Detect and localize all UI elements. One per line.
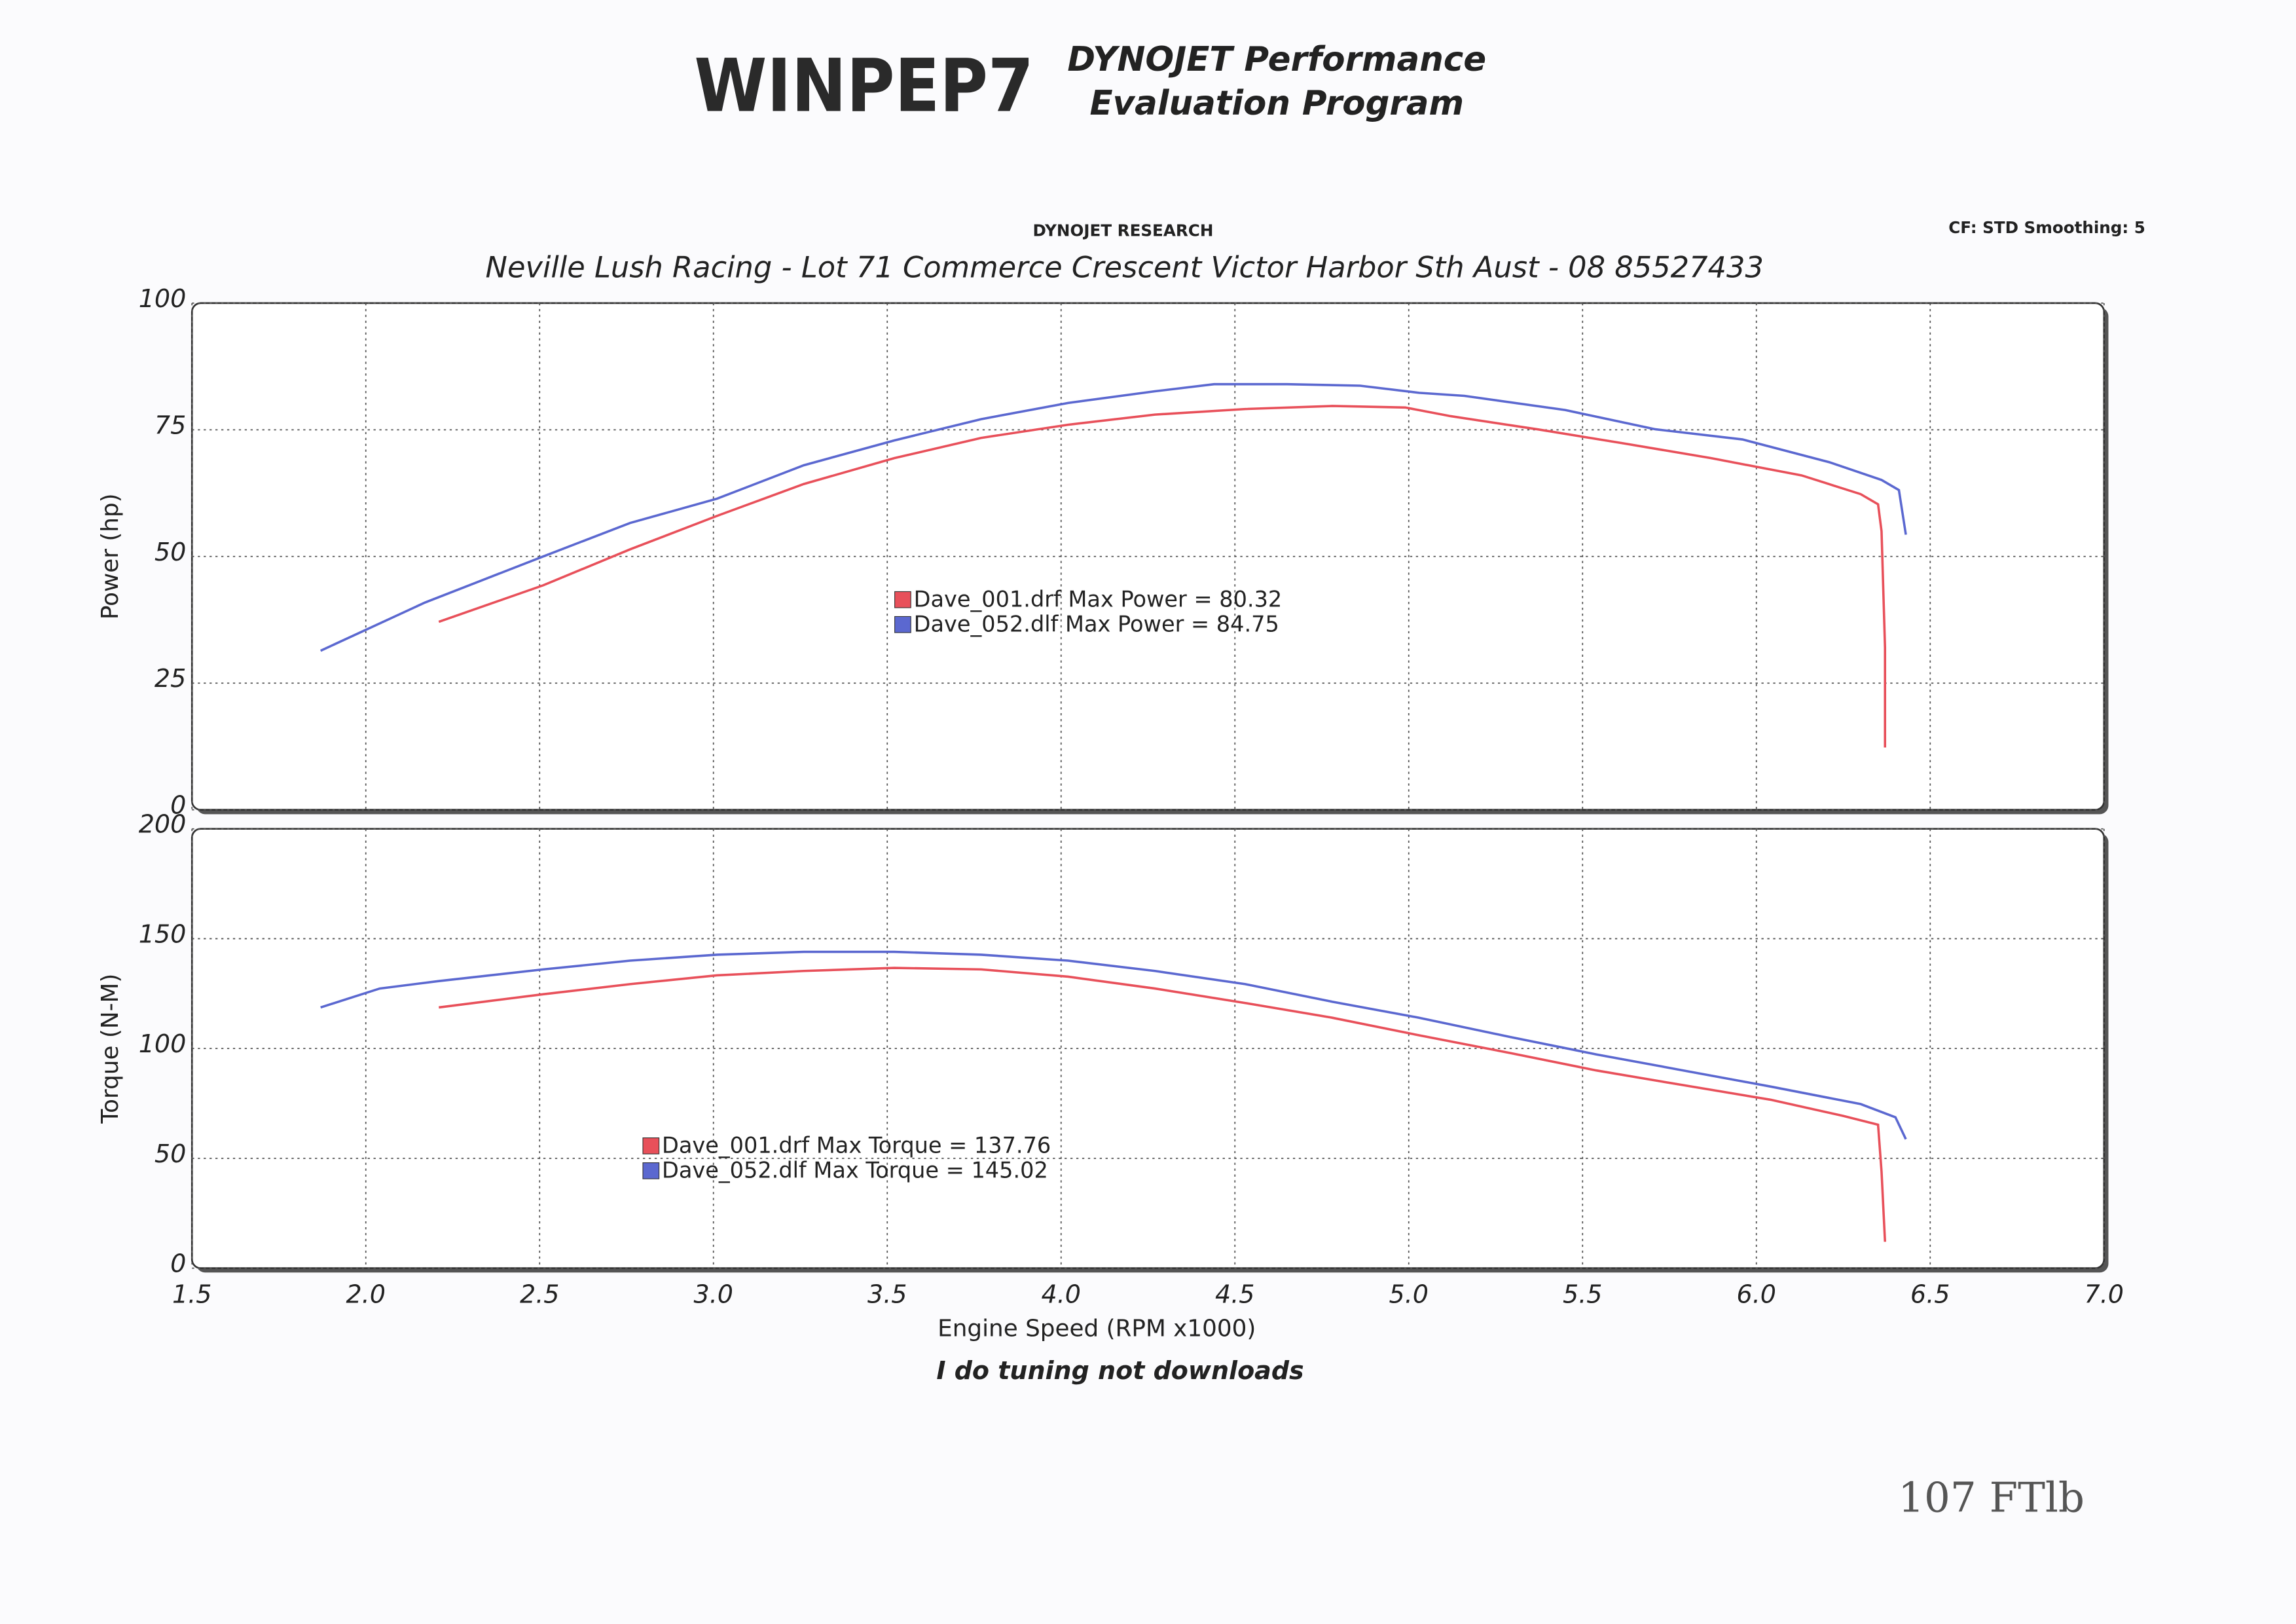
y-tick-label: 200 bbox=[139, 810, 187, 839]
product-line: Evaluation Program bbox=[1090, 84, 1465, 123]
y-tick-label: 50 bbox=[155, 538, 186, 566]
x-tick-label: 7.0 bbox=[2085, 1280, 2124, 1309]
series-line bbox=[319, 382, 1907, 652]
legend-entry: Dave_052.dlf Max Power = 84.75 bbox=[914, 611, 1279, 637]
series-line bbox=[320, 950, 1907, 1140]
x-tick-label: 6.0 bbox=[1737, 1280, 1776, 1309]
settings: CF: STD Smoothing: 5 bbox=[1948, 218, 2145, 237]
legend-entry: Dave_052.dlf Max Torque = 145.02 bbox=[662, 1157, 1048, 1183]
y-tick-label: 100 bbox=[139, 284, 187, 313]
series-line bbox=[438, 405, 1887, 748]
footer-note: I do tuning not downloads bbox=[936, 1356, 1303, 1385]
handwritten-note: 107 FTlb bbox=[1898, 1474, 2085, 1522]
y-axis-label: Power (hp) bbox=[97, 493, 124, 619]
company: DYNOJET RESEARCH bbox=[1033, 221, 1214, 240]
y-tick-label: 0 bbox=[170, 1249, 186, 1278]
address: Neville Lush Racing - Lot 71 Commerce Cr… bbox=[486, 249, 1764, 284]
legend-entry: Dave_001.drf Max Torque = 137.76 bbox=[662, 1132, 1051, 1158]
legend-swatch bbox=[894, 616, 911, 633]
logo: WINPEP7 bbox=[694, 43, 1034, 128]
y-axis-label: Torque (N-M) bbox=[97, 974, 124, 1124]
x-axis-label: Engine Speed (RPM x1000) bbox=[938, 1316, 1256, 1342]
y-tick-label: 25 bbox=[155, 664, 186, 693]
x-tick-label: 5.0 bbox=[1389, 1280, 1429, 1309]
y-tick-label: 100 bbox=[139, 1029, 187, 1058]
legend-swatch bbox=[642, 1162, 660, 1179]
product-line: DYNOJET Performance bbox=[1067, 40, 1486, 79]
x-tick-label: 1.5 bbox=[172, 1280, 211, 1309]
series-line bbox=[439, 967, 1887, 1242]
x-tick-label: 4.5 bbox=[1215, 1280, 1254, 1309]
legend-entry: Dave_001.drf Max Power = 80.32 bbox=[914, 586, 1283, 612]
x-tick-label: 2.5 bbox=[520, 1280, 559, 1309]
y-tick-label: 50 bbox=[155, 1139, 186, 1168]
x-tick-label: 5.5 bbox=[1563, 1280, 1602, 1309]
x-tick-label: 6.5 bbox=[1910, 1280, 1950, 1309]
legend-swatch bbox=[642, 1137, 660, 1154]
y-tick-label: 0 bbox=[170, 791, 186, 820]
y-tick-label: 75 bbox=[155, 411, 186, 439]
x-tick-label: 2.0 bbox=[346, 1280, 386, 1309]
x-tick-label: 4.0 bbox=[1042, 1280, 1081, 1309]
legend-swatch bbox=[894, 591, 911, 608]
x-tick-label: 3.5 bbox=[867, 1280, 907, 1309]
x-tick-label: 3.0 bbox=[694, 1280, 733, 1309]
y-tick-label: 150 bbox=[139, 919, 187, 948]
